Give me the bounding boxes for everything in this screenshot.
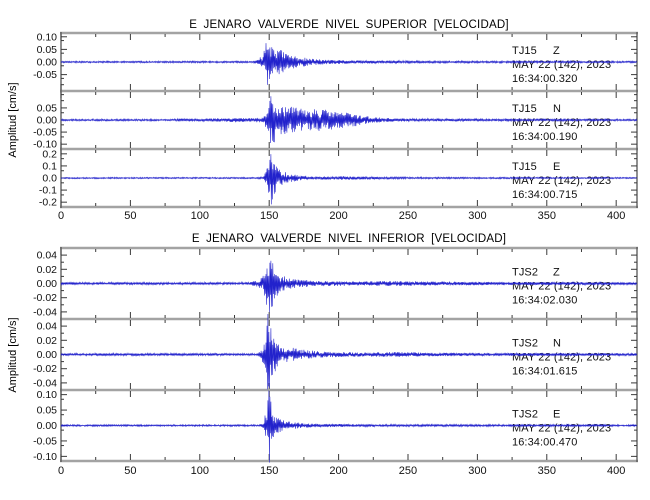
y-tick-label: 0.05 <box>37 102 58 114</box>
x-tick-label: 50 <box>124 210 136 222</box>
trace-date-label: MAY 22 (142), 2023 <box>512 59 611 71</box>
trace-time-label: 16:34:00.190 <box>512 131 577 143</box>
waveform-TJ15-Z <box>60 43 637 85</box>
x-tick-label: 0 <box>58 465 64 477</box>
y-tick-label: 0.1 <box>42 160 57 172</box>
x-tick-label: 400 <box>607 465 625 477</box>
y-tick-label: 0.00 <box>37 349 58 361</box>
x-tick-label: 300 <box>468 465 486 477</box>
waveform-TJ15-E <box>60 154 637 205</box>
trace-station-label: TJ15 <box>512 161 537 173</box>
panel-title-superior: E JENARO VALVERDE NIVEL SUPERIOR [VELOCI… <box>189 19 509 31</box>
y-tick-label: -0.10 <box>33 139 57 151</box>
y-tick-label: -0.04 <box>33 306 57 318</box>
trace-date-label: MAY 22 (142), 2023 <box>512 175 611 187</box>
trace-component-label: Z <box>553 267 560 279</box>
y-tick-label: -0.04 <box>33 377 57 389</box>
y-tick-label: 0.02 <box>37 335 58 347</box>
y-tick-label: -0.05 <box>33 435 57 447</box>
waveform-TJS2-N <box>60 313 637 390</box>
y-tick-label: -0.05 <box>33 127 57 139</box>
trace-station-label: TJS2 <box>512 409 538 421</box>
waveform-TJS2-Z <box>60 260 637 313</box>
x-tick-label: 250 <box>399 465 417 477</box>
y-tick-label: -0.05 <box>33 69 57 81</box>
y-tick-label: 0.00 <box>37 115 58 127</box>
trace-component-label: E <box>553 161 560 173</box>
y-tick-label: 0.02 <box>37 264 58 276</box>
trace-component-label: N <box>553 338 561 350</box>
trace-component-label: E <box>553 409 560 421</box>
x-tick-label: 350 <box>538 465 556 477</box>
trace-time-label: 16:34:01.615 <box>512 366 577 378</box>
y-tick-label: -0.1 <box>39 185 57 197</box>
y-tick-label: -0.02 <box>33 292 57 304</box>
trace-time-label: 16:34:00.470 <box>512 437 577 449</box>
y-tick-label: 0.00 <box>37 420 58 432</box>
y-tick-label: -0.02 <box>33 363 57 375</box>
trace-station-label: TJS2 <box>512 338 538 350</box>
trace-time-label: 16:34:00.320 <box>512 73 577 85</box>
x-tick-label: 300 <box>468 210 486 222</box>
trace-date-label: MAY 22 (142), 2023 <box>512 117 611 129</box>
y-tick-label: 0.0 <box>42 173 57 185</box>
trace-component-label: N <box>553 103 561 115</box>
y-tick-label: -0.2 <box>39 197 57 209</box>
x-tick-label: 400 <box>607 210 625 222</box>
y-tick-label: -0.10 <box>33 451 57 463</box>
panel-title-inferior: E JENARO VALVERDE NIVEL INFERIOR [VELOCI… <box>191 233 507 245</box>
y-tick-label: 0.10 <box>37 31 58 43</box>
y-tick-label: 0.00 <box>37 278 58 290</box>
y-tick-label: 0.04 <box>37 250 58 262</box>
y-tick-label: 0.05 <box>37 405 58 417</box>
y-tick-label: 0.2 <box>42 148 57 160</box>
trace-station-label: TJ15 <box>512 103 537 115</box>
trace-component-label: Z <box>553 45 560 57</box>
x-tick-label: 200 <box>329 210 347 222</box>
x-tick-label: 100 <box>191 465 209 477</box>
x-tick-label: 150 <box>260 210 278 222</box>
trace-time-label: 16:34:02.030 <box>512 295 577 307</box>
x-tick-label: 350 <box>538 210 556 222</box>
x-tick-label: 0 <box>58 210 64 222</box>
y-tick-label: 0.00 <box>37 57 58 69</box>
trace-station-label: TJS2 <box>512 267 538 279</box>
trace-station-label: TJ15 <box>512 45 537 57</box>
y-tick-label: 0.04 <box>37 321 58 333</box>
y-tick-label: 0.05 <box>37 44 58 56</box>
x-tick-label: 200 <box>329 465 347 477</box>
waveform-TJ15-N <box>60 96 637 144</box>
x-tick-label: 250 <box>399 210 417 222</box>
x-tick-label: 150 <box>260 465 278 477</box>
trace-time-label: 16:34:00.715 <box>512 189 577 201</box>
x-tick-label: 100 <box>191 210 209 222</box>
x-tick-label: 50 <box>124 465 136 477</box>
y-tick-label: 0.10 <box>37 389 58 401</box>
waveform-TJS2-E <box>60 390 637 463</box>
